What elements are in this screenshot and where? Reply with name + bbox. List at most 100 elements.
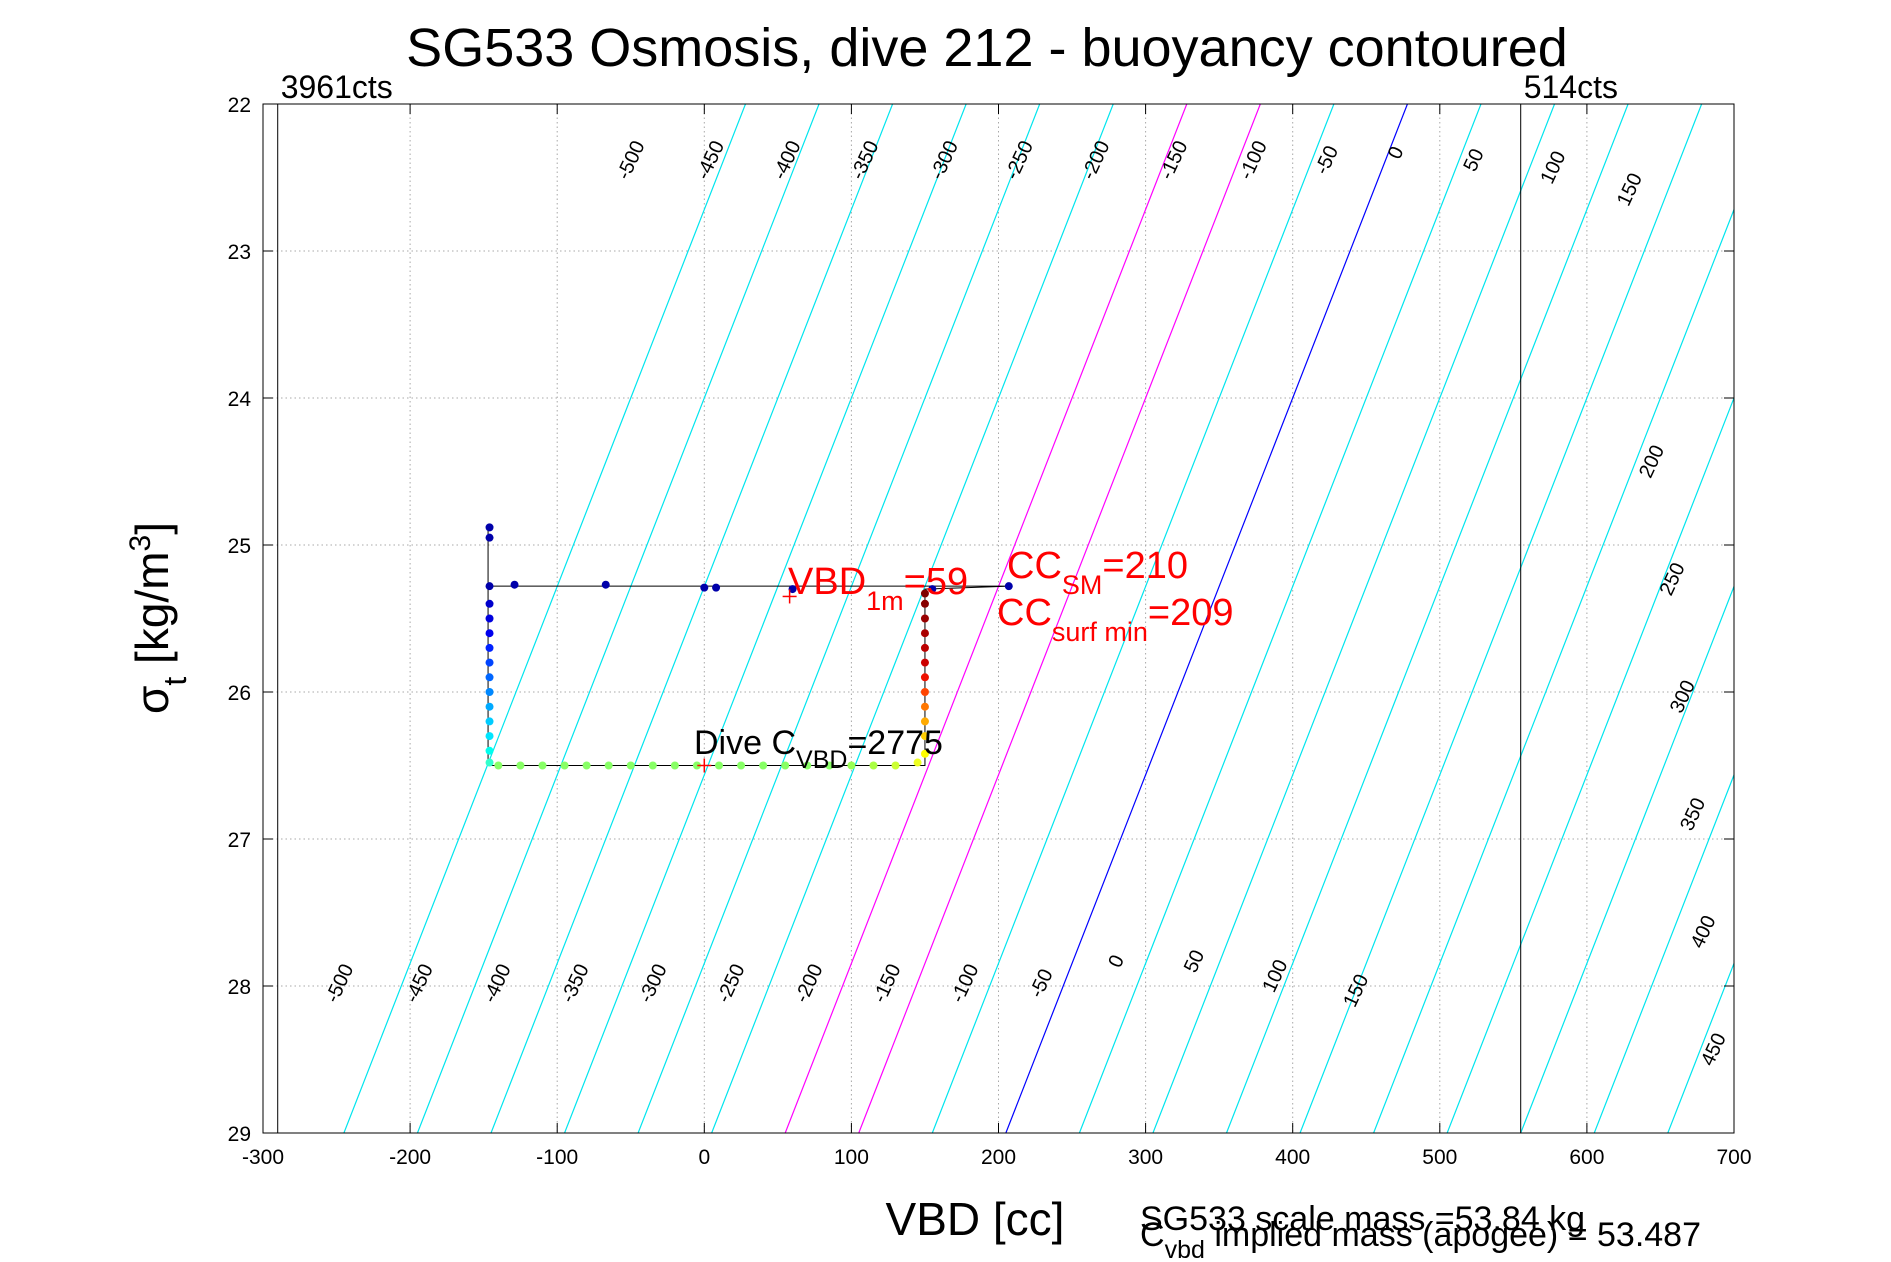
dive-point bbox=[869, 761, 878, 770]
dive-cvbd-sub: VBD bbox=[796, 746, 847, 774]
dive-point bbox=[626, 761, 635, 770]
dive-point bbox=[604, 761, 613, 770]
dive-point bbox=[670, 761, 679, 770]
implied-mass-value: implied mass (apogee) = 53.487 bbox=[1205, 1216, 1701, 1254]
cc-surf-min-prefix: CC bbox=[997, 592, 1052, 634]
implied-mass-prefix: C bbox=[1140, 1216, 1165, 1254]
x-tick-label: 500 bbox=[1422, 1146, 1457, 1169]
dive-point bbox=[891, 761, 900, 770]
dive-point bbox=[920, 658, 929, 667]
x-tick-label: 300 bbox=[1128, 1146, 1163, 1169]
x-tick-label: 600 bbox=[1569, 1146, 1604, 1169]
vbd-1m-sub: 1m bbox=[866, 586, 904, 616]
dive-point bbox=[485, 717, 494, 726]
dive-point bbox=[920, 614, 929, 623]
cc-sm-sub: SM bbox=[1062, 570, 1103, 600]
contour-line bbox=[1299, 104, 1703, 1133]
dive-point bbox=[485, 702, 494, 711]
vbd-1m-prefix: VBD bbox=[788, 561, 866, 603]
implied-mass-text: Cvbd implied mass (apogee) = 53.487 bbox=[1140, 1216, 1701, 1262]
dive-point bbox=[510, 580, 519, 589]
contour-line bbox=[1593, 773, 1734, 1133]
vbd-limit-label: 3961cts bbox=[281, 69, 393, 105]
dive-point bbox=[700, 583, 709, 592]
contour-line bbox=[931, 104, 1335, 1133]
contour-line bbox=[1152, 104, 1556, 1133]
dive-point bbox=[1004, 582, 1013, 591]
dive-point bbox=[920, 589, 929, 598]
contour-line bbox=[1005, 104, 1408, 1133]
dive-point bbox=[928, 585, 937, 594]
scale-mass-text: SG533 scale mass =53.84 kg bbox=[1140, 1200, 1585, 1238]
y-axis-label-sub: t bbox=[157, 677, 193, 686]
dive-point bbox=[913, 758, 922, 767]
dive-point bbox=[485, 643, 494, 652]
y-axis-label: σt [kg/m3] bbox=[124, 522, 193, 714]
implied-mass-sub: vbd bbox=[1165, 1236, 1205, 1262]
contour-line bbox=[784, 104, 1188, 1133]
dive-point bbox=[847, 761, 856, 770]
dive-point bbox=[920, 732, 929, 741]
contour-line bbox=[637, 104, 1041, 1133]
dive-point bbox=[920, 702, 929, 711]
contour-line bbox=[1373, 207, 1734, 1133]
dive-point bbox=[516, 761, 525, 770]
contour-line bbox=[1225, 104, 1629, 1133]
dive-point bbox=[692, 761, 701, 770]
contour-line bbox=[490, 104, 894, 1133]
y-tick-label: 22 bbox=[228, 94, 251, 117]
dive-point bbox=[920, 688, 929, 696]
y-tick-label: 23 bbox=[228, 241, 251, 264]
dive-point bbox=[920, 717, 929, 726]
cc-sm-value: =210 bbox=[1102, 545, 1188, 587]
dive-point bbox=[485, 599, 494, 608]
contour-line bbox=[563, 104, 967, 1133]
chart-title: SG533 Osmosis, dive 212 - buoyancy conto… bbox=[406, 18, 1568, 78]
dive-point bbox=[485, 732, 494, 741]
dive-point bbox=[485, 688, 494, 696]
y-tick-label: 28 bbox=[228, 976, 251, 999]
cc-sm-annotation: CCSM=210 bbox=[1007, 545, 1188, 600]
contour-line bbox=[858, 104, 1261, 1133]
vbd-1m-annotation: VBD1m=59 bbox=[788, 561, 968, 616]
dive-point bbox=[485, 523, 494, 532]
cc-surf-min-annotation: CCsurf min=209 bbox=[997, 592, 1234, 647]
contour-line bbox=[1078, 104, 1482, 1133]
dive-point bbox=[920, 643, 929, 652]
cc-surf-min-sub: surf min bbox=[1052, 617, 1148, 647]
y-tick-label: 26 bbox=[228, 682, 251, 705]
dive-point bbox=[803, 761, 812, 770]
x-tick-label: 100 bbox=[834, 1146, 869, 1169]
dive-point bbox=[485, 614, 494, 623]
dive-point bbox=[485, 758, 494, 767]
dive-point bbox=[538, 761, 547, 770]
y-tick-label: 27 bbox=[228, 829, 251, 852]
cc-surf-min-value: =209 bbox=[1148, 592, 1234, 634]
dive-series bbox=[485, 523, 1013, 773]
contour-line bbox=[416, 104, 820, 1133]
dive-point bbox=[485, 629, 494, 638]
x-tick-label: 0 bbox=[698, 1146, 710, 1169]
grid-lines bbox=[263, 104, 1734, 1133]
dive-point bbox=[920, 749, 929, 758]
dive-point bbox=[788, 585, 797, 594]
x-tick-label: 400 bbox=[1275, 1146, 1310, 1169]
vbd-limit-lines: 3961cts 514cts bbox=[277, 69, 1618, 1133]
dive-point bbox=[601, 580, 610, 589]
dive-cvbd-value: =2775 bbox=[847, 724, 943, 762]
x-tick-label: 200 bbox=[981, 1146, 1016, 1169]
dive-point bbox=[485, 582, 494, 591]
contour-line bbox=[1520, 584, 1734, 1133]
contour-line bbox=[711, 104, 1114, 1133]
x-axis-label: VBD [cc] bbox=[886, 1193, 1065, 1245]
buoyancy-contours bbox=[343, 104, 1734, 1133]
dive-point bbox=[560, 761, 569, 770]
dive-point bbox=[920, 629, 929, 638]
x-tick-label: -200 bbox=[389, 1146, 431, 1169]
y-tick-label: 24 bbox=[228, 388, 252, 411]
contour-line bbox=[1446, 396, 1734, 1133]
dive-point bbox=[920, 673, 929, 682]
dive-point bbox=[648, 761, 657, 770]
x-tick-label: -100 bbox=[536, 1146, 578, 1169]
